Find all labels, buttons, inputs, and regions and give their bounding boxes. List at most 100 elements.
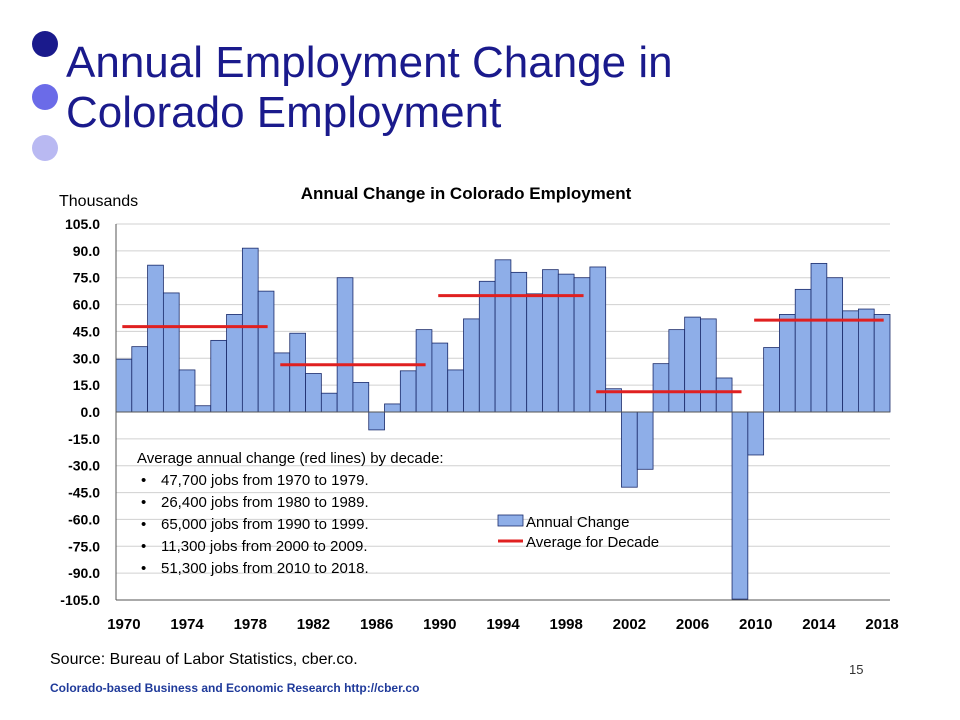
y-tick-label: 105.0 — [65, 216, 100, 232]
y-tick-label: 90.0 — [73, 243, 100, 259]
bar — [210, 339, 227, 413]
x-tick-label: 1982 — [297, 616, 330, 633]
y-tick-label: -90.0 — [68, 565, 100, 581]
bar — [731, 411, 749, 600]
y-tick-label: -45.0 — [68, 485, 100, 501]
bar — [336, 277, 354, 413]
annotation-item: 65,000 jobs from 1990 to 1999. — [161, 516, 369, 533]
bar — [794, 288, 812, 413]
y-tick-label: 45.0 — [73, 323, 100, 339]
footer-credit: Colorado-based Business and Economic Res… — [50, 681, 420, 695]
x-tick-label: 2018 — [865, 616, 898, 633]
annotation-item: 51,300 jobs from 2010 to 2018. — [161, 560, 369, 577]
x-tick-label: 2006 — [676, 616, 709, 633]
y-tick-label: -75.0 — [68, 538, 100, 554]
bar — [668, 329, 686, 413]
bar — [131, 346, 148, 413]
bar — [447, 369, 464, 413]
y-tick-label: -15.0 — [68, 431, 100, 447]
y-tick-label: -60.0 — [68, 511, 100, 527]
bar — [320, 392, 338, 413]
y-tick-label: 75.0 — [73, 270, 100, 286]
x-tick-label: 2010 — [739, 616, 772, 633]
legend-label-annual-change: Annual Change — [526, 514, 629, 531]
legend-swatch-annual-change — [497, 514, 524, 527]
bar — [289, 332, 306, 413]
x-tick-labels: 1970 1974 1978 1982 1986 1990 1994 1998 2002 2006… — [107, 616, 899, 633]
x-tick-label: 1974 — [170, 616, 204, 633]
bar — [162, 292, 180, 413]
x-tick-label: 1994 — [486, 616, 520, 633]
y-axis-label: Thousands — [59, 193, 138, 210]
x-tick-label: 1990 — [423, 616, 456, 633]
annotation-bullet: • — [141, 494, 146, 511]
y-tick-label: 15.0 — [73, 377, 100, 393]
bar — [399, 370, 417, 413]
bar — [842, 310, 859, 413]
x-tick-label: 1986 — [360, 616, 393, 633]
y-tick-labels: 105.0 90.0 75.0 60.0 45.0 30.0 15.0 0.0 -15.0 -30… — [60, 216, 100, 608]
bar — [810, 262, 828, 413]
bar — [463, 318, 480, 413]
bar — [241, 247, 259, 413]
slide-title-line-2: Colorado Employment — [66, 88, 502, 137]
bar — [273, 352, 291, 413]
x-tick-label: 2014 — [802, 616, 836, 633]
bar — [573, 277, 591, 413]
slide-title: Annual Employment Change in Colorado Emp… — [66, 38, 926, 138]
bar — [873, 314, 891, 413]
bar — [384, 403, 401, 413]
annotation-item: 47,700 jobs from 1970 to 1979. — [161, 472, 369, 489]
bar — [636, 411, 654, 470]
decade-average-lines — [122, 294, 884, 394]
bar — [178, 369, 196, 413]
y-tick-label: -30.0 — [68, 458, 100, 474]
bar — [478, 280, 496, 413]
bar — [779, 314, 796, 413]
bar — [715, 377, 733, 413]
source-note: Source: Bureau of Labor Statistics, cber… — [50, 651, 358, 668]
annotation-item: 26,400 jobs from 1980 to 1989. — [161, 494, 369, 511]
bar — [352, 382, 370, 413]
bar — [194, 405, 212, 413]
title-bullet-medium — [32, 84, 58, 110]
chart-title: Annual Change in Colorado Employment — [301, 184, 632, 203]
legend-label-average-for-decade: Average for Decade — [526, 534, 659, 551]
x-tick-label: 1978 — [234, 616, 267, 633]
page-number: 15 — [849, 662, 864, 677]
bar — [652, 363, 670, 413]
annotation-item: 11,300 jobs from 2000 to 2009. — [161, 538, 368, 555]
annotation-bullet: • — [141, 516, 146, 533]
bar — [526, 293, 543, 413]
y-tick-label: 30.0 — [73, 350, 100, 366]
title-bullet-dark — [32, 31, 58, 57]
bar — [621, 411, 638, 488]
bar — [415, 329, 433, 413]
bar — [826, 277, 844, 413]
bar — [542, 269, 559, 413]
bar — [494, 259, 512, 413]
bar — [147, 264, 164, 413]
x-tick-label: 1998 — [549, 616, 582, 633]
title-bullet-light — [32, 135, 58, 161]
bar — [747, 411, 765, 456]
bar — [115, 358, 133, 413]
x-tick-label: 1970 — [107, 616, 140, 633]
bar — [305, 373, 322, 413]
annotation-bullet: • — [141, 538, 146, 555]
decade-annotation: Average annual change (red lines) by dec… — [137, 450, 444, 577]
bar — [257, 290, 275, 413]
annotation-heading: Average annual change (red lines) by dec… — [137, 450, 444, 467]
bar — [431, 342, 449, 413]
x-tick-label: 2002 — [613, 616, 646, 633]
annotation-bullet: • — [141, 472, 146, 489]
bar — [700, 318, 717, 413]
bar — [858, 308, 875, 413]
slide-title-line-1: Annual Employment Change in — [66, 38, 673, 87]
bar — [368, 411, 385, 431]
y-tick-label: 60.0 — [73, 297, 100, 313]
bar — [226, 314, 243, 413]
annotation-bullet: • — [141, 560, 146, 577]
y-tick-label: 0.0 — [81, 404, 101, 420]
